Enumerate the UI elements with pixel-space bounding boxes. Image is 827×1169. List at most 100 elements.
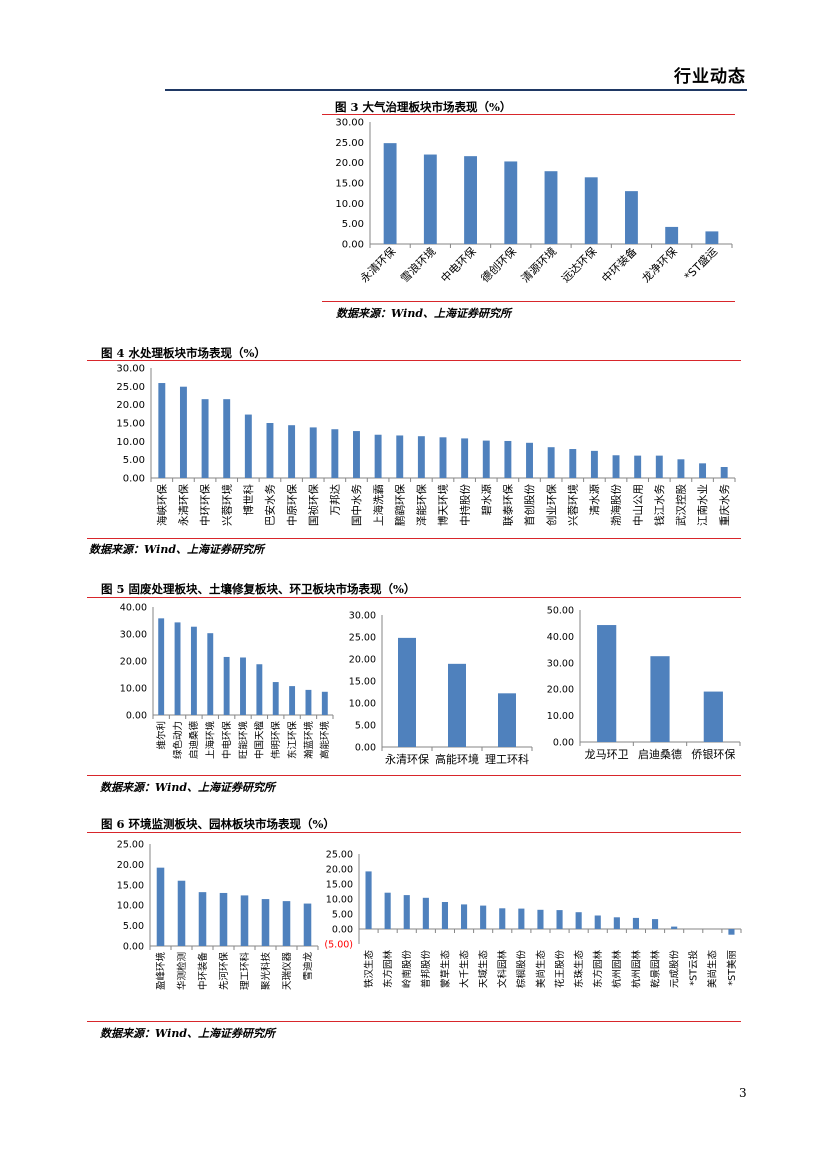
x-category-label: 龙马环卫 <box>585 748 629 761</box>
bar <box>650 656 670 742</box>
y-tick-label: 25.00 <box>349 633 376 644</box>
bar <box>441 902 449 929</box>
bar <box>207 633 214 715</box>
x-category-label: 中电环保 <box>221 721 233 760</box>
bar <box>544 171 558 244</box>
x-category-label: 博天环境 <box>437 484 450 526</box>
bar <box>584 177 598 244</box>
figure-3-source: 数据来源：Wind、上海证券研究所 <box>336 307 512 320</box>
x-category-label: 远达环保 <box>558 244 599 285</box>
y-tick-label: 15.00 <box>117 880 144 891</box>
x-category-label: 旺能环境 <box>237 721 249 760</box>
x-category-label: 东方园林 <box>382 950 394 989</box>
bar <box>403 895 410 929</box>
bar <box>331 429 339 478</box>
bar <box>398 637 416 747</box>
y-tick-label: 10.00 <box>116 437 145 448</box>
y-tick-label: 40.00 <box>120 603 147 614</box>
bar <box>266 423 274 478</box>
bar <box>461 438 469 478</box>
bar <box>590 450 598 478</box>
figure-6-bottom-rule <box>87 1021 741 1022</box>
bar <box>309 427 317 478</box>
bar <box>353 431 360 478</box>
x-category-label: 中国天楹 <box>254 721 266 760</box>
bar <box>305 689 312 715</box>
x-category-label: 美尚生态 <box>535 950 547 989</box>
bar <box>201 399 209 478</box>
x-category-label: 上海洗霸 <box>372 484 385 526</box>
section-title: 行业动态 <box>674 67 746 87</box>
bar <box>651 919 659 929</box>
x-category-label: 中山公用 <box>631 484 644 526</box>
y-tick-label: 20.00 <box>547 685 574 696</box>
bar <box>240 657 246 715</box>
bar <box>498 693 516 747</box>
x-category-label: 绿色动力 <box>172 721 184 759</box>
bar <box>482 440 490 478</box>
x-category-label: 华测检测 <box>176 952 188 990</box>
y-tick-label: 0.00 <box>123 474 145 485</box>
chart-solid-waste: 0.0010.0020.0030.0040.00维尔利 绿色动力 启迪桑德 上海环境中… <box>120 603 334 760</box>
y-tick-label: 5.00 <box>355 721 376 732</box>
x-category-label: 中环环保 <box>199 484 212 526</box>
x-category-label: 重庆水务 <box>718 484 731 526</box>
bar <box>374 434 382 478</box>
y-tick-label: 30.00 <box>547 658 574 669</box>
page-number: 3 <box>739 1086 747 1100</box>
bar <box>613 917 620 929</box>
bar <box>288 425 296 478</box>
bar <box>158 618 165 715</box>
bar <box>632 917 640 929</box>
y-tick-label: 20.00 <box>117 860 144 871</box>
bar <box>219 892 228 946</box>
x-category-label: 中环装备 <box>197 952 209 991</box>
figure-5-source: 数据来源：Wind、上海证券研究所 <box>100 781 276 794</box>
y-tick-label: 25.00 <box>326 850 353 861</box>
x-category-label: 国中水务 <box>350 484 363 526</box>
x-category-label: 杭州园林 <box>611 950 623 989</box>
figure-3-bottom-rule <box>322 301 735 302</box>
y-tick-label: 30.00 <box>335 118 364 129</box>
x-category-label: 文科园林 <box>497 950 509 989</box>
figure-6-title: 图 6 环境监测板块、园林板块市场表现（%） <box>101 817 335 831</box>
bar <box>383 143 397 244</box>
y-tick-label: 25.00 <box>335 138 364 149</box>
y-tick-label: 40.00 <box>547 632 574 643</box>
x-category-label: 美尚生态 <box>707 950 719 989</box>
x-category-label: 瀚蓝环境 <box>303 721 315 760</box>
y-tick-label: 10.00 <box>349 699 376 710</box>
x-category-label: 高能环境 <box>319 721 331 760</box>
y-tick-label: 15.00 <box>116 419 145 430</box>
bar <box>703 691 723 742</box>
y-tick-label: 15.00 <box>326 880 353 891</box>
x-category-label: 雪迪龙 <box>302 952 314 981</box>
bar <box>460 904 468 929</box>
x-category-label: 中原环保 <box>285 484 298 526</box>
figure-5-bottom-rule <box>87 775 741 776</box>
x-category-label: 高能环境 <box>435 752 479 766</box>
bar <box>547 447 555 478</box>
bar <box>223 656 230 715</box>
bar <box>665 226 679 244</box>
y-tick-label: 15.00 <box>335 179 364 190</box>
x-category-label: 元成股份 <box>668 950 680 989</box>
bar <box>504 161 518 244</box>
bar <box>499 908 506 929</box>
bar <box>480 905 487 929</box>
bar <box>174 622 181 715</box>
bar <box>240 895 249 946</box>
y-tick-label: 0.00 <box>123 942 144 953</box>
x-category-label: 万邦达 <box>329 484 342 516</box>
y-tick-label: 50.00 <box>547 606 574 617</box>
chart-water-treatment: 0.00 5.00 10.00 15.00 20.00 25.00 30.00 海峡环保 永清环… <box>116 364 736 526</box>
chart-soil-remediation: 0.00 5.00 10.00 15.00 20.00 25.00 30.00 永清环保 高能环… <box>349 611 533 766</box>
x-category-label: 联泰环保 <box>502 484 515 526</box>
bar <box>365 871 372 929</box>
bar <box>699 463 707 478</box>
bar <box>261 899 270 946</box>
y-tick-label: 10.00 <box>117 901 144 912</box>
x-category-label: 维尔利 <box>156 721 168 750</box>
bar <box>439 437 447 478</box>
x-category-label: 铁汉生态 <box>363 950 375 989</box>
